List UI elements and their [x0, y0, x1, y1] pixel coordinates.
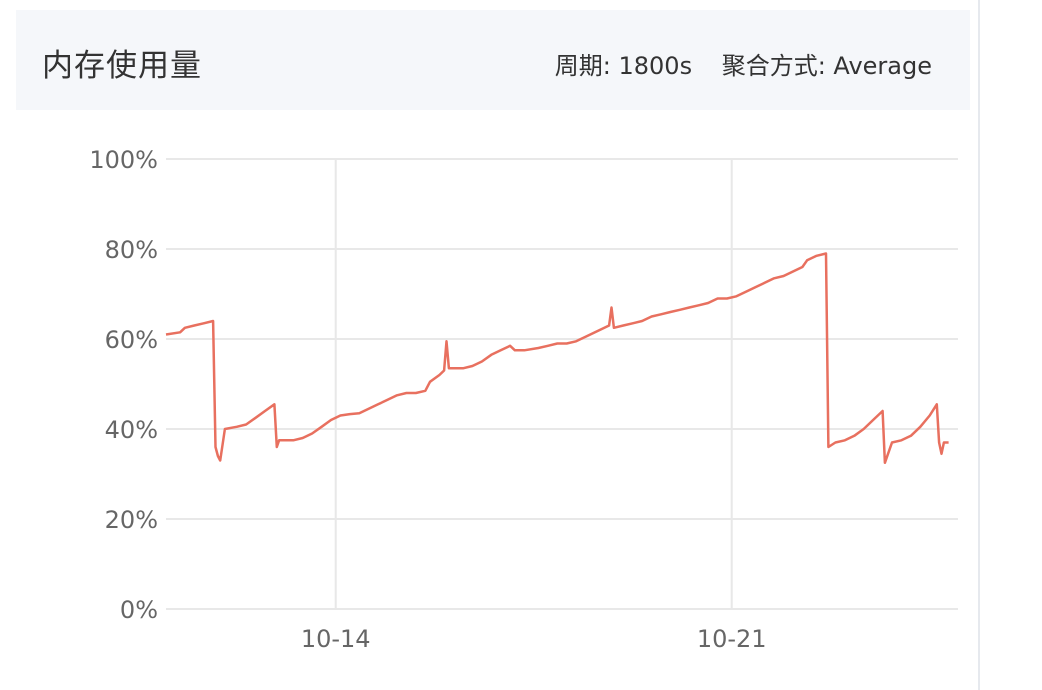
- y-tick-label: 20%: [105, 506, 158, 534]
- panel-meta: 周期: 1800s 聚合方式: Average: [533, 46, 932, 81]
- memory-usage-chart: 0% 20% 40% 60% 80% 100% 10-14 10-21: [89, 146, 958, 653]
- panel-title: 内存使用量: [42, 48, 202, 84]
- tick-layer: 0% 20% 40% 60% 80% 100% 10-14 10-21: [89, 146, 766, 653]
- y-tick-label: 60%: [105, 326, 158, 354]
- x-tick-label: 10-14: [301, 625, 371, 653]
- panel-header: 内存使用量 周期: 1800s 聚合方式: Average: [16, 10, 970, 110]
- y-tick-label: 80%: [105, 236, 158, 264]
- x-tick-label: 10-21: [697, 625, 767, 653]
- aggregation-label: 聚合方式: Average: [721, 52, 932, 80]
- period-label: 周期: 1800s: [554, 52, 693, 80]
- y-tick-label: 100%: [89, 146, 158, 174]
- series-layer: [165, 252, 949, 465]
- grid-layer: [166, 158, 958, 610]
- memory-usage-panel: 内存使用量 周期: 1800s 聚合方式: Average 0% 20% 40% 60…: [16, 0, 980, 690]
- y-tick-label: 40%: [105, 416, 158, 444]
- y-tick-label: 0%: [120, 596, 158, 624]
- memory-usage-series-line: [165, 252, 949, 465]
